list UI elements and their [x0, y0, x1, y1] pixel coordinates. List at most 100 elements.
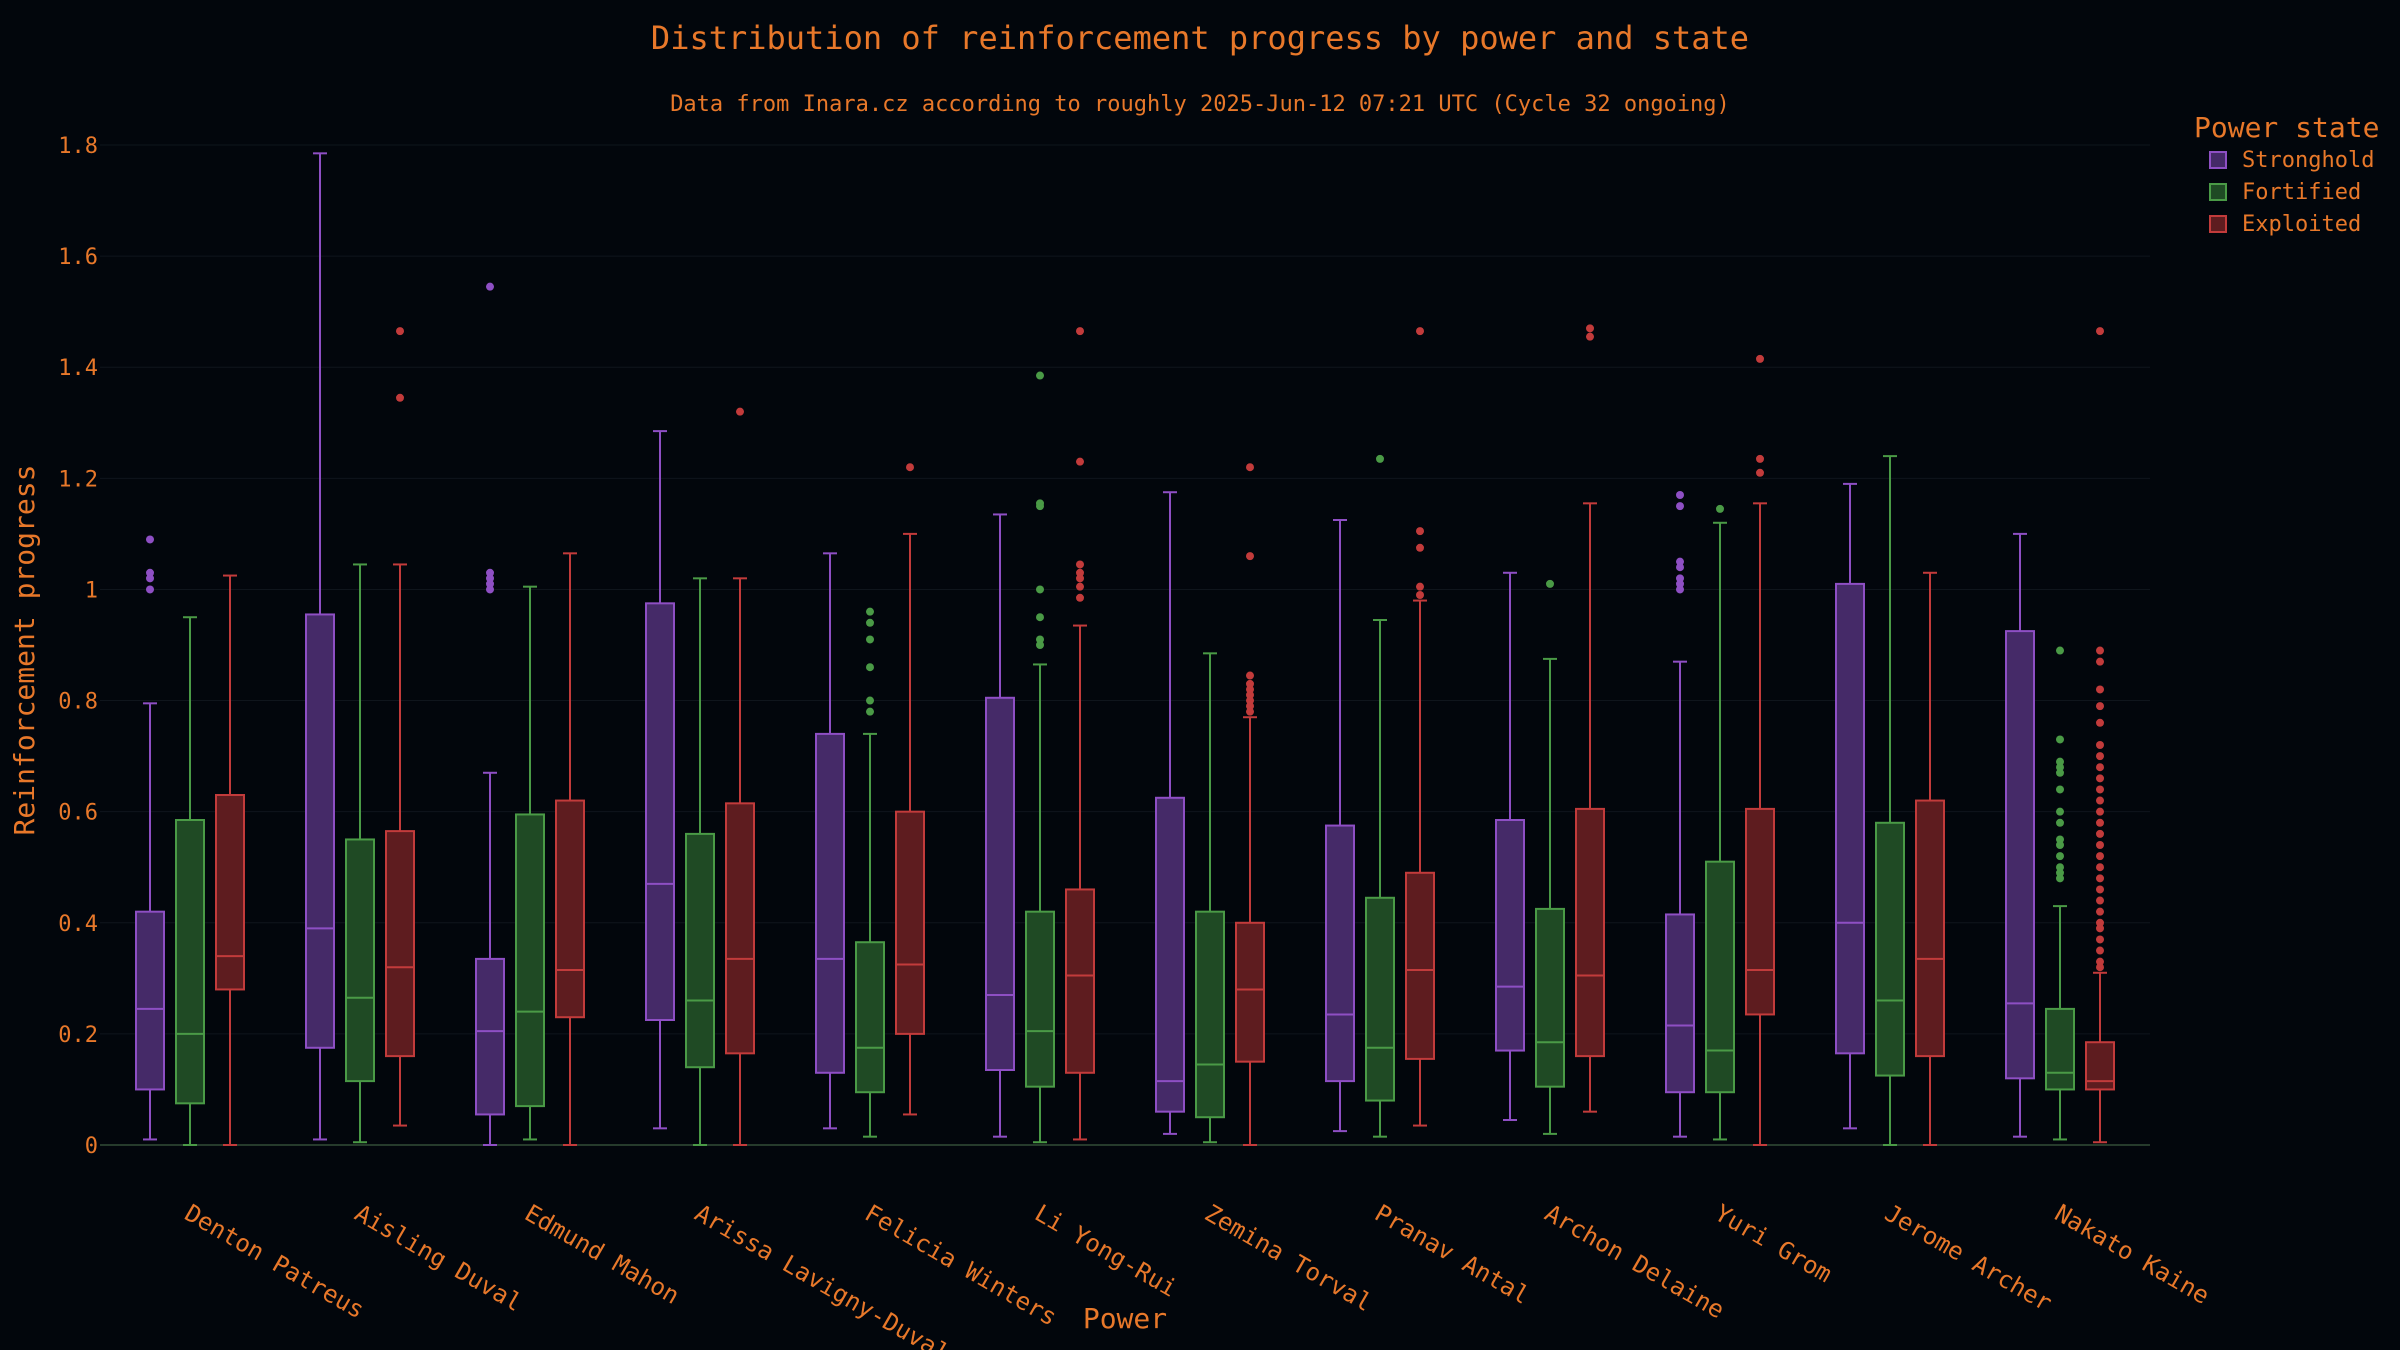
outlier-point: [2096, 327, 2104, 336]
outlier-point: [146, 585, 154, 594]
outlier-point: [866, 663, 874, 672]
outlier-point: [1246, 702, 1254, 711]
box-stronghold: [1325, 519, 1355, 1133]
outlier-point: [1246, 691, 1254, 699]
outlier-point: [1376, 454, 1384, 463]
x-axis-title: Power: [1083, 1302, 1167, 1335]
box-iqr: [1875, 821, 1905, 1077]
outlier-point: [1416, 582, 1424, 591]
box-iqr: [2005, 630, 2035, 1080]
x-category-label: Nakato Kaine: [2050, 1199, 2214, 1310]
outlier-point: [486, 568, 494, 577]
x-category-label: Edmund Mahon: [520, 1199, 684, 1310]
outlier-point: [2096, 957, 2104, 966]
outlier-point: [1036, 371, 1044, 380]
box-fortified: [1705, 504, 1735, 1141]
box-iqr: [135, 910, 165, 1091]
legend-swatch: [2209, 151, 2227, 169]
box-iqr: [1365, 896, 1395, 1102]
outlier-point: [2096, 896, 2104, 905]
legend-label: Fortified: [2242, 180, 2361, 205]
box-stronghold: [1665, 491, 1695, 1138]
box-plot-series: [135, 152, 2115, 1146]
outlier-point: [2096, 807, 2104, 816]
outlier-point: [396, 393, 404, 402]
outlier-point: [2096, 752, 2104, 761]
box-stronghold: [815, 552, 845, 1130]
box-stronghold: [305, 152, 335, 1141]
outlier-point: [2056, 785, 2064, 794]
box-iqr: [305, 613, 335, 1049]
box-iqr: [1025, 910, 1055, 1088]
box-iqr: [1835, 582, 1865, 1055]
x-category-label: Li Yong-Rui: [1030, 1199, 1182, 1303]
box-exploited: [1915, 571, 1945, 1146]
outlier-point: [2096, 818, 2104, 827]
x-category-label: Aisling Duval: [350, 1199, 527, 1317]
legend-swatch: [2209, 183, 2227, 201]
box-stronghold: [135, 535, 165, 1141]
box-iqr: [475, 957, 505, 1116]
box-iqr: [685, 832, 715, 1069]
y-tick-label: 0: [85, 1134, 98, 1159]
outlier-point: [1416, 327, 1424, 336]
outlier-point: [1756, 354, 1764, 363]
box-fortified: [855, 607, 885, 1138]
outlier-point: [2056, 757, 2064, 766]
box-exploited: [2085, 327, 2115, 1144]
outlier-point: [1246, 671, 1254, 680]
outlier-point: [1756, 454, 1764, 463]
outlier-point: [2096, 741, 2104, 749]
outlier-point: [1076, 457, 1084, 466]
outlier-point: [1676, 557, 1684, 566]
outlier-point: [1756, 468, 1764, 477]
outlier-point: [2096, 963, 2104, 972]
box-exploited: [215, 574, 245, 1146]
box-exploited: [1065, 327, 1095, 1141]
box-iqr: [1665, 913, 1695, 1094]
outlier-point: [2096, 774, 2104, 783]
box-fortified: [1195, 652, 1225, 1144]
y-tick-label: 0.2: [58, 1023, 98, 1048]
outlier-point: [1676, 563, 1684, 572]
box-iqr: [725, 802, 755, 1055]
outlier-point: [2096, 946, 2104, 955]
box-iqr: [215, 794, 245, 991]
outlier-point: [2056, 807, 2064, 816]
box-iqr: [1065, 888, 1095, 1074]
legend-label: Stronghold: [2242, 148, 2374, 173]
chart-subtitle: Data from Inara.cz according to roughly …: [670, 92, 1730, 117]
outlier-point: [2056, 735, 2064, 744]
box-fortified: [685, 577, 715, 1146]
box-fortified: [345, 563, 375, 1144]
box-exploited: [725, 407, 755, 1146]
box-iqr: [555, 799, 585, 1019]
outlier-point: [2056, 868, 2064, 877]
outlier-point: [396, 327, 404, 336]
outlier-point: [906, 463, 914, 472]
legend-item-stronghold: Stronghold: [2209, 148, 2374, 173]
outlier-point: [866, 635, 874, 644]
outlier-point: [1586, 332, 1594, 341]
box-iqr: [1235, 921, 1265, 1063]
legend: Power state Stronghold Fortified Exploited: [2194, 111, 2379, 237]
box-iqr: [2045, 1007, 2075, 1091]
outlier-point: [1246, 679, 1254, 688]
box-stronghold: [2005, 532, 2035, 1138]
box-iqr: [1405, 871, 1435, 1060]
outlier-point: [486, 574, 494, 583]
outlier-point: [2096, 785, 2104, 794]
outlier-point: [1676, 502, 1684, 511]
box-exploited: [385, 327, 415, 1127]
outlier-point: [866, 618, 874, 627]
box-exploited: [1575, 324, 1605, 1113]
y-tick-label: 0.8: [58, 690, 98, 715]
box-iqr: [515, 813, 545, 1108]
x-category-label: Yuri Grom: [1710, 1199, 1837, 1288]
outlier-point: [1036, 641, 1044, 649]
outlier-point: [1676, 579, 1684, 588]
outlier-point: [1246, 463, 1254, 472]
outlier-point: [1036, 635, 1044, 644]
chart-title: Distribution of reinforcement progress b…: [651, 19, 1749, 57]
box-fortified: [515, 585, 545, 1141]
